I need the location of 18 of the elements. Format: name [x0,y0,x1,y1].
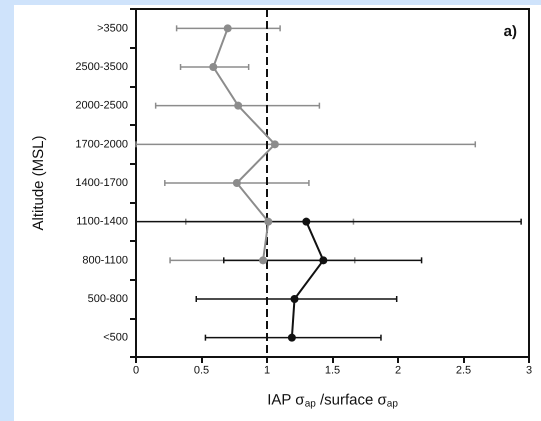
y-tick-label: 2500-3500 [75,61,128,73]
x-tick-label: 3 [526,364,532,376]
x-tick-label: 0 [132,364,140,376]
y-tick-label: <500 [103,332,128,344]
y-tick-label: 1400-1700 [75,177,128,189]
y-tick-label: 1700-2000 [75,138,128,150]
annotation: a) [504,23,518,40]
y-tick-label: >3500 [97,22,128,34]
y-axis-title: Altitude (MSL) [30,135,47,231]
y-tick-label: 500-800 [88,293,128,305]
y-tick-label: 1100-1400 [76,216,128,228]
x-tick-label: 1.5 [324,364,340,376]
x-tick-label: 2.5 [456,364,472,376]
y-tick-label: 2000-2500 [75,100,128,112]
x-tick-label: 2 [394,364,402,376]
x-tick-label: 0.5 [194,364,210,376]
x-tick-label: 1 [264,364,270,376]
y-tick-label: 800-1100 [82,254,128,266]
